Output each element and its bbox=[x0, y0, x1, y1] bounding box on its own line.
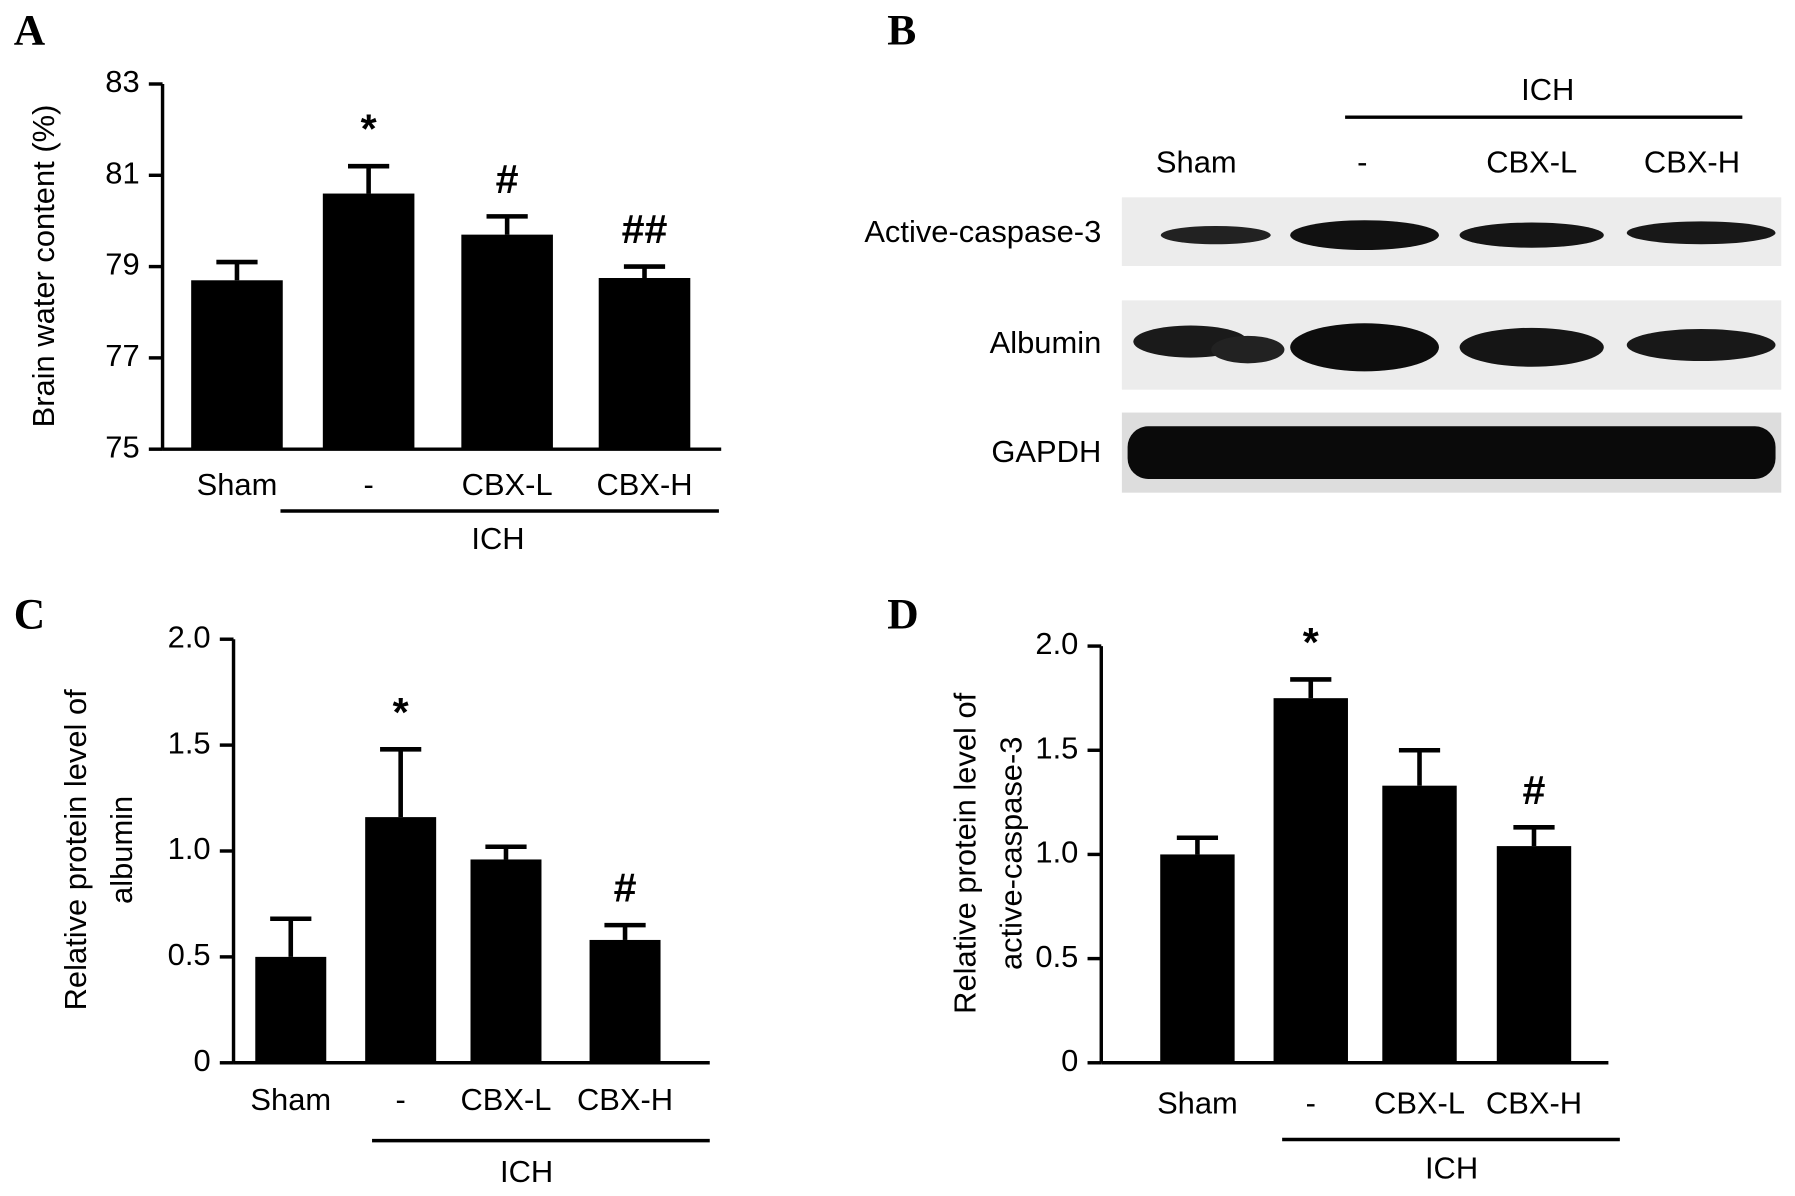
x-tick-label: CBX-L bbox=[462, 467, 553, 502]
panel-letter: C bbox=[14, 591, 45, 639]
blot-bands bbox=[1121, 197, 1782, 493]
blot-column-label: - bbox=[1357, 144, 1367, 179]
y-tick-label: 0.5 bbox=[168, 937, 211, 972]
y-tick-label: 1.0 bbox=[1035, 835, 1078, 870]
y-tick-label: 81 bbox=[105, 155, 139, 190]
bar bbox=[365, 817, 437, 1063]
panel-letter: D bbox=[887, 591, 918, 639]
y-tick-label: 0.5 bbox=[1035, 939, 1078, 974]
significance-mark: # bbox=[496, 156, 519, 202]
bar bbox=[598, 278, 691, 450]
blot-row-label: Albumin bbox=[990, 325, 1102, 360]
significance-mark: # bbox=[614, 865, 637, 911]
significance-mark: * bbox=[1303, 619, 1319, 665]
blot-column-label: CBX-L bbox=[1486, 144, 1577, 179]
blot-column-label: CBX-H bbox=[1644, 144, 1740, 179]
y-tick-label: 2.0 bbox=[1035, 626, 1078, 661]
bar bbox=[191, 280, 283, 450]
bar bbox=[322, 193, 415, 450]
x-tick-label: Sham bbox=[250, 1082, 331, 1117]
significance-mark: * bbox=[393, 689, 409, 735]
panel-letter: A bbox=[14, 7, 46, 55]
bar bbox=[1160, 854, 1235, 1063]
bar bbox=[1496, 846, 1572, 1063]
blot-row-label: Active-caspase-3 bbox=[864, 214, 1101, 249]
blot-row-label: GAPDH bbox=[991, 434, 1101, 469]
x-tick-label: CBX-H bbox=[577, 1082, 673, 1117]
y-axis-label: active-caspase-3 bbox=[993, 737, 1028, 971]
y-tick-label: 2.0 bbox=[168, 619, 211, 654]
group-label: ICH bbox=[500, 1154, 553, 1189]
group-label: ICH bbox=[1425, 1151, 1478, 1186]
x-tick-label: CBX-H bbox=[1486, 1085, 1582, 1120]
y-axis-label: Relative protein level of bbox=[947, 692, 982, 1014]
y-axis-label: albumin bbox=[104, 796, 139, 904]
y-tick-label: 77 bbox=[105, 338, 139, 373]
significance-mark: ## bbox=[622, 206, 668, 252]
bar bbox=[470, 859, 542, 1063]
blot-column-label: Sham bbox=[1156, 144, 1237, 179]
y-tick-label: 1.5 bbox=[168, 725, 211, 760]
significance-mark: * bbox=[361, 106, 377, 152]
x-tick-label: - bbox=[396, 1082, 406, 1117]
bar bbox=[461, 234, 553, 450]
group-label: ICH bbox=[471, 521, 524, 556]
x-tick-label: CBX-H bbox=[596, 467, 692, 502]
bar bbox=[1382, 785, 1457, 1063]
y-tick-label: 79 bbox=[105, 247, 139, 282]
y-tick-label: 83 bbox=[105, 64, 139, 99]
x-tick-label: Sham bbox=[197, 467, 278, 502]
y-tick-label: 1.0 bbox=[168, 831, 211, 866]
bar bbox=[589, 939, 661, 1063]
y-tick-label: 0 bbox=[193, 1043, 210, 1078]
y-axis-label: Brain water content (%) bbox=[26, 105, 61, 428]
y-tick-label: 75 bbox=[105, 429, 139, 464]
bar bbox=[255, 956, 327, 1063]
y-axis-label: Relative protein level of bbox=[58, 689, 93, 1011]
x-tick-label: CBX-L bbox=[460, 1082, 551, 1117]
x-tick-label: Sham bbox=[1157, 1085, 1238, 1120]
y-tick-label: 1.5 bbox=[1035, 730, 1078, 765]
panel-letter: B bbox=[887, 7, 916, 55]
x-tick-label: CBX-L bbox=[1374, 1085, 1465, 1120]
x-tick-label: - bbox=[1306, 1085, 1316, 1120]
bar bbox=[1273, 698, 1348, 1063]
x-tick-label: - bbox=[363, 467, 373, 502]
y-tick-label: 0 bbox=[1061, 1043, 1078, 1078]
group-label: ICH bbox=[1521, 72, 1574, 107]
significance-mark: # bbox=[1523, 767, 1546, 813]
